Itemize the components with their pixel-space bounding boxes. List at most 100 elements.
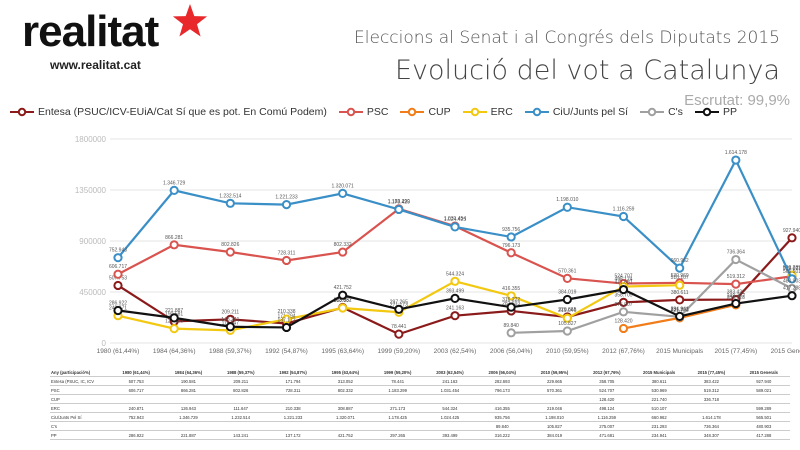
x-tick-label: 1988 (59,37%) bbox=[209, 348, 252, 355]
data-point bbox=[731, 254, 741, 265]
table-row-label: ERC bbox=[50, 403, 110, 413]
table-row-label: Entesa (PSUC, IC, ICV bbox=[50, 376, 110, 386]
table-cell: 752.943 bbox=[110, 412, 163, 422]
data-point bbox=[169, 324, 179, 334]
table-cell: 336.718 bbox=[685, 394, 738, 404]
table-cell: 416.355 bbox=[476, 403, 529, 413]
table-cell bbox=[266, 421, 320, 431]
y-tick-label: 900000 bbox=[79, 237, 106, 246]
data-label: 471.681 bbox=[614, 280, 632, 286]
table-cell: 471.681 bbox=[580, 430, 633, 440]
table-column-header: 2015 (77,45%) bbox=[685, 368, 738, 377]
data-label: 275.007 bbox=[614, 302, 632, 308]
table-cell: 393.499 bbox=[423, 430, 477, 440]
chart-title: Evolució del vot a Catalunya bbox=[394, 55, 780, 86]
table-cell: 1.178.425 bbox=[371, 412, 424, 422]
data-label: 417.288 bbox=[783, 286, 800, 292]
data-point bbox=[618, 284, 629, 295]
table-cell: 358.705 bbox=[580, 376, 633, 386]
table-column-header: 2015 Generals bbox=[737, 368, 790, 377]
data-label: 510.107 bbox=[671, 275, 689, 281]
table-cell: 297.265 bbox=[371, 430, 424, 440]
table-row-label: PP bbox=[50, 430, 110, 440]
data-label: 219.046 bbox=[558, 308, 576, 314]
data-label: 308.887 bbox=[334, 298, 352, 304]
data-point bbox=[618, 323, 629, 334]
data-point bbox=[618, 297, 629, 307]
data-label: 241.163 bbox=[446, 306, 464, 312]
x-tick-label: 1995 (63,64%) bbox=[321, 348, 364, 355]
table-cell: 126.943 bbox=[162, 403, 215, 413]
data-point bbox=[731, 279, 741, 289]
y-tick-label: 1800000 bbox=[75, 135, 107, 144]
table-cell: 316.222 bbox=[476, 430, 529, 440]
data-point bbox=[169, 240, 179, 250]
table-cell: 660.962 bbox=[632, 412, 686, 422]
table-row-label: C's bbox=[50, 421, 110, 431]
logo-url[interactable]: www.realitat.cat bbox=[50, 58, 141, 72]
x-tick-label: 2015 Generals bbox=[771, 348, 800, 355]
table-cell: 384.019 bbox=[528, 430, 581, 440]
legend-marker-icon bbox=[524, 107, 549, 117]
table-cell: 927.940 bbox=[737, 376, 790, 386]
table-column-header: 1992 (54,87%) bbox=[266, 368, 320, 377]
data-point bbox=[562, 326, 572, 336]
table-row: ERC 240.871 126.943 111.647 210.338 308.887 27… bbox=[50, 403, 790, 413]
data-point bbox=[675, 295, 685, 305]
data-label: 1.031.454 bbox=[444, 216, 466, 222]
data-label: 143.241 bbox=[221, 317, 239, 323]
data-label: 1.232.514 bbox=[219, 193, 241, 199]
table-cell: 802.826 bbox=[214, 385, 267, 395]
legend-marker-icon bbox=[338, 107, 363, 117]
legend-item: C's bbox=[640, 106, 683, 118]
data-label: 358.705 bbox=[614, 292, 632, 298]
table-column-header: 1980 (61,44%) bbox=[110, 368, 163, 377]
table-cell: 190.581 bbox=[162, 376, 215, 386]
data-point bbox=[675, 280, 685, 290]
table-cell: 313.052 bbox=[319, 376, 372, 386]
data-point bbox=[618, 211, 629, 222]
table-cell: 935.756 bbox=[476, 412, 529, 422]
table-row: PP 286.922 221.887 143.241 137.172 421.752 297… bbox=[50, 430, 790, 440]
data-point bbox=[506, 302, 516, 312]
table-cell: 78.441 bbox=[371, 376, 424, 386]
data-label: 802.332 bbox=[334, 242, 352, 248]
data-label: 589.021 bbox=[783, 266, 800, 272]
data-label: 1.346.729 bbox=[163, 180, 185, 186]
table-cell: 275.007 bbox=[580, 421, 633, 431]
data-label: 544.324 bbox=[446, 271, 464, 277]
table-cell: 348.307 bbox=[685, 430, 738, 440]
x-tick-label: 2015 Municipals bbox=[656, 348, 704, 355]
table-row: CUP 128.420 221.740 336.718 bbox=[50, 394, 790, 404]
data-label: 736.364 bbox=[727, 250, 745, 256]
data-point bbox=[281, 255, 292, 266]
legend-item: PP bbox=[694, 106, 737, 118]
data-point bbox=[169, 313, 179, 323]
data-point bbox=[506, 232, 516, 242]
table-cell: 1.116.259 bbox=[580, 412, 633, 422]
table-cell: 383.422 bbox=[685, 376, 738, 386]
legend-item: Entesa (PSUC/ICV-EUiA/Cat Sí que es pot.… bbox=[10, 106, 327, 118]
realitat-logo: realitat www.realitat.cat bbox=[22, 4, 208, 72]
data-label: 1.116.259 bbox=[613, 206, 635, 212]
data-label: 1.183.299 bbox=[388, 199, 410, 205]
table-cell bbox=[423, 394, 477, 404]
x-tick-label: 1980 (61,44%) bbox=[97, 348, 140, 355]
table-cell: 1.198.010 bbox=[528, 412, 581, 422]
table-cell bbox=[319, 421, 372, 431]
data-label: 383.422 bbox=[727, 290, 745, 296]
table-cell: 728.311 bbox=[266, 385, 320, 395]
data-label: 565.501 bbox=[783, 269, 800, 275]
table-cell: 1.320.071 bbox=[319, 412, 372, 422]
table-cell: 308.887 bbox=[319, 403, 372, 413]
table-cell: 171.794 bbox=[266, 376, 320, 386]
table-cell bbox=[685, 403, 738, 413]
data-label: 498.124 bbox=[614, 277, 632, 283]
data-label: 802.826 bbox=[221, 242, 239, 248]
y-tick-label: 0 bbox=[102, 339, 107, 348]
data-label: 935.756 bbox=[502, 227, 520, 233]
data-point bbox=[506, 248, 516, 258]
table-cell: 1.346.729 bbox=[162, 412, 215, 422]
data-label: 752.943 bbox=[109, 248, 127, 254]
legend-label: ERC bbox=[490, 106, 513, 118]
